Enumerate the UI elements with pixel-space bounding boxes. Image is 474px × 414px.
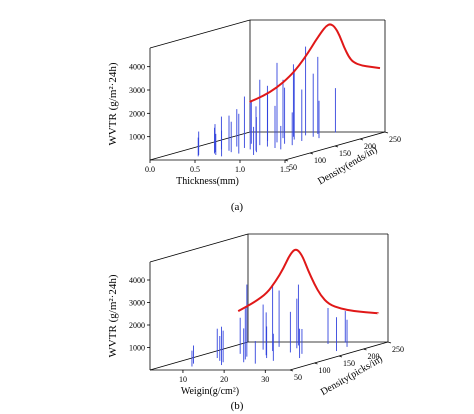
z-tick-label: 150 [343, 359, 355, 368]
box-edge [149, 19, 251, 49]
z-tick [284, 159, 289, 162]
z-tick-label: 150 [339, 149, 351, 158]
x-tick-label: 0.5 [190, 165, 200, 174]
z-tick [359, 138, 364, 141]
z-tick-label: 200 [368, 352, 380, 361]
x-tick-label: 1.5 [280, 165, 290, 174]
fit-curve [237, 248, 380, 315]
y-tick-label: 2000 [129, 109, 145, 118]
z-tick-label: 250 [392, 345, 404, 354]
x-axis-label: Thickness(mm) [176, 176, 239, 187]
y-tick-label: 1000 [129, 344, 145, 353]
y-tick-label: 4000 [129, 63, 145, 72]
z-tick [334, 145, 339, 148]
z-tick [387, 341, 392, 344]
z-tick-label: 50 [294, 373, 302, 382]
z-tick [363, 348, 367, 351]
z-tick [289, 369, 294, 372]
y-tick-label: 4000 [129, 276, 145, 285]
fit-curve [249, 23, 381, 103]
box-edge [149, 233, 249, 263]
z-tick-label: 250 [389, 135, 401, 144]
y-axis-label: WVTR (g/m²·24h) [107, 62, 119, 145]
z-tick [338, 355, 343, 358]
y-tick-label: 3000 [129, 299, 145, 308]
z-tick [384, 131, 389, 134]
x-tick-label: 20 [220, 375, 228, 384]
z-tick-label: 200 [364, 142, 376, 151]
y-tick-label: 3000 [129, 86, 145, 95]
x-axis-label: Weigin(g/cm²) [181, 386, 239, 397]
z-tick-label: 50 [289, 163, 297, 172]
panel-a: 1000 2000 3000 4000 0.0 0.5 1.0 1.5 50 100 150 200 2… [107, 19, 401, 187]
panel-a-caption: (a) [231, 201, 244, 213]
z-tick-label: 100 [319, 366, 331, 375]
x-tick-label: 30 [261, 375, 269, 384]
z-tick [314, 362, 318, 365]
y-axis-label: WVTR (g/m²·24h) [107, 274, 119, 357]
panel-b: 1000 2000 3000 4000 10 20 30 50 100 150 200 250 Weig… [107, 233, 404, 398]
y-tick-label: 1000 [129, 133, 145, 142]
z-tick-label: 100 [314, 156, 326, 165]
x-tick-label: 0.0 [145, 165, 155, 174]
z-tick [309, 152, 314, 155]
box-edge [149, 131, 251, 161]
panel-b-caption: (b) [231, 400, 244, 412]
x-tick-label: 1.0 [235, 165, 245, 174]
y-tick-label: 2000 [129, 321, 145, 330]
box-edge [149, 341, 249, 371]
x-tick-label: 10 [179, 375, 187, 384]
